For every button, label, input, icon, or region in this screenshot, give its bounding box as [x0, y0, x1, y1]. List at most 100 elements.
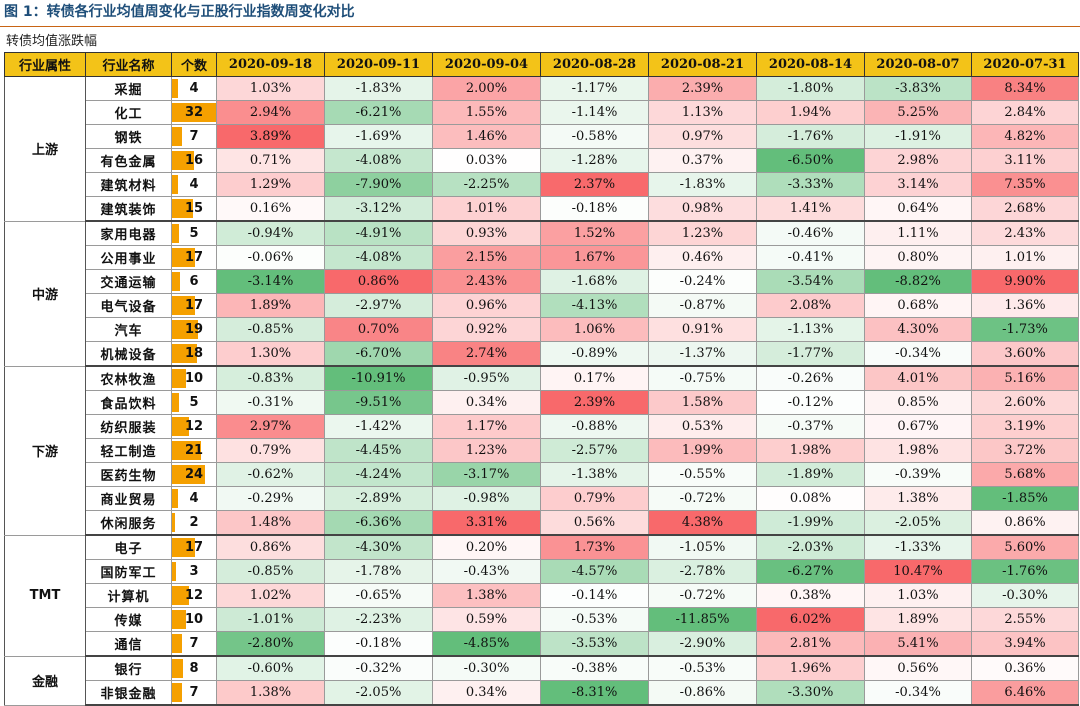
value-cell: 2.98% — [864, 148, 972, 173]
count-value: 17 — [184, 540, 204, 555]
count-cell: 32 — [171, 100, 217, 125]
table-row: 食品饮料 5 -0.31% -9.51% 0.34% 2.39% 1.58% -0.12% 0.… — [5, 390, 1079, 415]
value-cell: -0.55% — [648, 462, 757, 487]
table-row: 传媒 10 -1.01% -2.23% 0.59% -0.53% -11.85% 6.02% 1… — [5, 607, 1079, 632]
count-value: 18 — [184, 346, 204, 361]
value-cell: 1.73% — [540, 534, 649, 560]
value-cell: -2.78% — [648, 559, 757, 584]
count-bar — [172, 441, 201, 460]
value-cell: -3.54% — [756, 269, 865, 294]
value-cell: 8.34% — [971, 76, 1079, 101]
value-cell: 3.60% — [971, 341, 1079, 367]
table-container: 行业属性 行业名称 个数 2020-09-18 2020-09-11 2020-… — [4, 52, 1079, 706]
industry-name: 采掘 — [85, 76, 172, 101]
count-bar — [172, 320, 199, 339]
value-cell: -4.91% — [324, 220, 433, 246]
table-row: 汽车 19 -0.85% 0.70% 0.92% 1.06% 0.91% -1.13% 4.30… — [5, 317, 1079, 342]
value-cell: 4.82% — [971, 124, 1079, 149]
count-value: 4 — [189, 177, 199, 192]
value-cell: 0.85% — [864, 390, 972, 415]
value-cell: -0.65% — [324, 583, 433, 608]
value-cell: -0.30% — [432, 655, 541, 681]
value-cell: -0.26% — [756, 365, 865, 391]
value-cell: -4.30% — [324, 534, 433, 560]
count-bar — [172, 79, 178, 98]
industry-name: 纺织服装 — [85, 414, 172, 439]
value-cell: 2.81% — [756, 631, 865, 657]
value-cell: -1.01% — [216, 607, 325, 632]
value-cell: 2.43% — [432, 269, 541, 294]
value-cell: 0.86% — [324, 269, 433, 294]
value-cell: 2.55% — [971, 607, 1079, 632]
count-cell: 18 — [171, 341, 217, 367]
count-bar — [172, 175, 178, 194]
value-cell: -2.57% — [540, 438, 649, 463]
value-cell: 0.34% — [432, 680, 541, 706]
value-cell: 1.55% — [432, 100, 541, 125]
value-cell: 0.91% — [648, 317, 757, 342]
industry-name: 银行 — [85, 655, 172, 681]
count-bar — [172, 465, 205, 484]
count-value: 6 — [189, 274, 199, 289]
count-bar — [172, 103, 216, 122]
value-cell: 5.16% — [971, 365, 1079, 391]
value-cell: -10.91% — [324, 365, 433, 391]
value-cell: -0.53% — [540, 607, 649, 632]
header-attr: 行业属性 — [4, 52, 86, 77]
table-row: 纺织服装 12 2.97% -1.42% 1.17% -0.88% 0.53% -0.37% 0… — [5, 414, 1079, 439]
count-value: 21 — [184, 443, 204, 458]
table-row: 计算机 12 1.02% -0.65% 1.38% -0.14% -0.72% 0.38% 1.… — [5, 583, 1079, 608]
industry-name: 通信 — [85, 631, 172, 657]
value-cell: -0.95% — [432, 365, 541, 391]
value-cell: -2.05% — [864, 510, 972, 536]
value-cell: -3.17% — [432, 462, 541, 487]
industry-name: 医药生物 — [85, 462, 172, 487]
value-cell: -1.33% — [864, 534, 972, 560]
count-cell: 2 — [171, 510, 217, 536]
count-bar — [172, 417, 189, 436]
value-cell: 0.93% — [432, 220, 541, 246]
value-cell: -0.58% — [540, 124, 649, 149]
header-date: 2020-09-18 — [216, 52, 325, 77]
count-value: 2 — [189, 515, 199, 530]
value-cell: 2.68% — [971, 196, 1079, 222]
value-cell: -1.17% — [540, 76, 649, 101]
count-value: 7 — [189, 129, 199, 144]
count-value: 10 — [184, 371, 204, 386]
value-cell: -1.73% — [971, 317, 1079, 342]
header-name: 行业名称 — [85, 52, 172, 77]
value-cell: 0.92% — [432, 317, 541, 342]
count-cell: 21 — [171, 438, 217, 463]
value-cell: -4.85% — [432, 631, 541, 657]
count-bar — [172, 224, 179, 243]
value-cell: -2.90% — [648, 631, 757, 657]
industry-name: 轻工制造 — [85, 438, 172, 463]
value-cell: 0.70% — [324, 317, 433, 342]
count-bar — [172, 127, 182, 146]
count-bar — [172, 489, 178, 508]
group-label: 下游 — [4, 365, 86, 536]
industry-name: 公用事业 — [85, 245, 172, 270]
group-label: TMT — [4, 534, 86, 657]
count-cell: 3 — [171, 559, 217, 584]
table-row: TMT 电子 17 0.86% -4.30% 0.20% 1.73% -1.05% -2.03%… — [4, 534, 1079, 657]
value-cell: 3.11% — [971, 148, 1079, 173]
value-cell: 1.46% — [432, 124, 541, 149]
value-cell: -0.87% — [648, 293, 757, 318]
value-cell: -0.29% — [216, 486, 325, 511]
table-row: 交通运输 6 -3.14% 0.86% 2.43% -1.68% -0.24% -3.54% -… — [5, 269, 1079, 294]
value-cell: 2.15% — [432, 245, 541, 270]
value-cell: -0.30% — [971, 583, 1079, 608]
value-cell: -4.08% — [324, 245, 433, 270]
value-cell: -9.51% — [324, 390, 433, 415]
industry-name: 计算机 — [85, 583, 172, 608]
value-cell: 0.79% — [540, 486, 649, 511]
value-cell: 10.47% — [864, 559, 972, 584]
table-caption: 转债均值涨跌幅 — [6, 34, 98, 49]
industry-name: 电气设备 — [85, 293, 172, 318]
value-cell: 1.02% — [216, 583, 325, 608]
value-cell: -0.94% — [216, 220, 325, 246]
value-cell: 1.96% — [756, 655, 865, 681]
value-cell: 1.38% — [216, 680, 325, 706]
table-row: 休闲服务 2 1.48% -6.36% 3.31% 0.56% 4.38% -1.99% -2.… — [5, 510, 1079, 536]
